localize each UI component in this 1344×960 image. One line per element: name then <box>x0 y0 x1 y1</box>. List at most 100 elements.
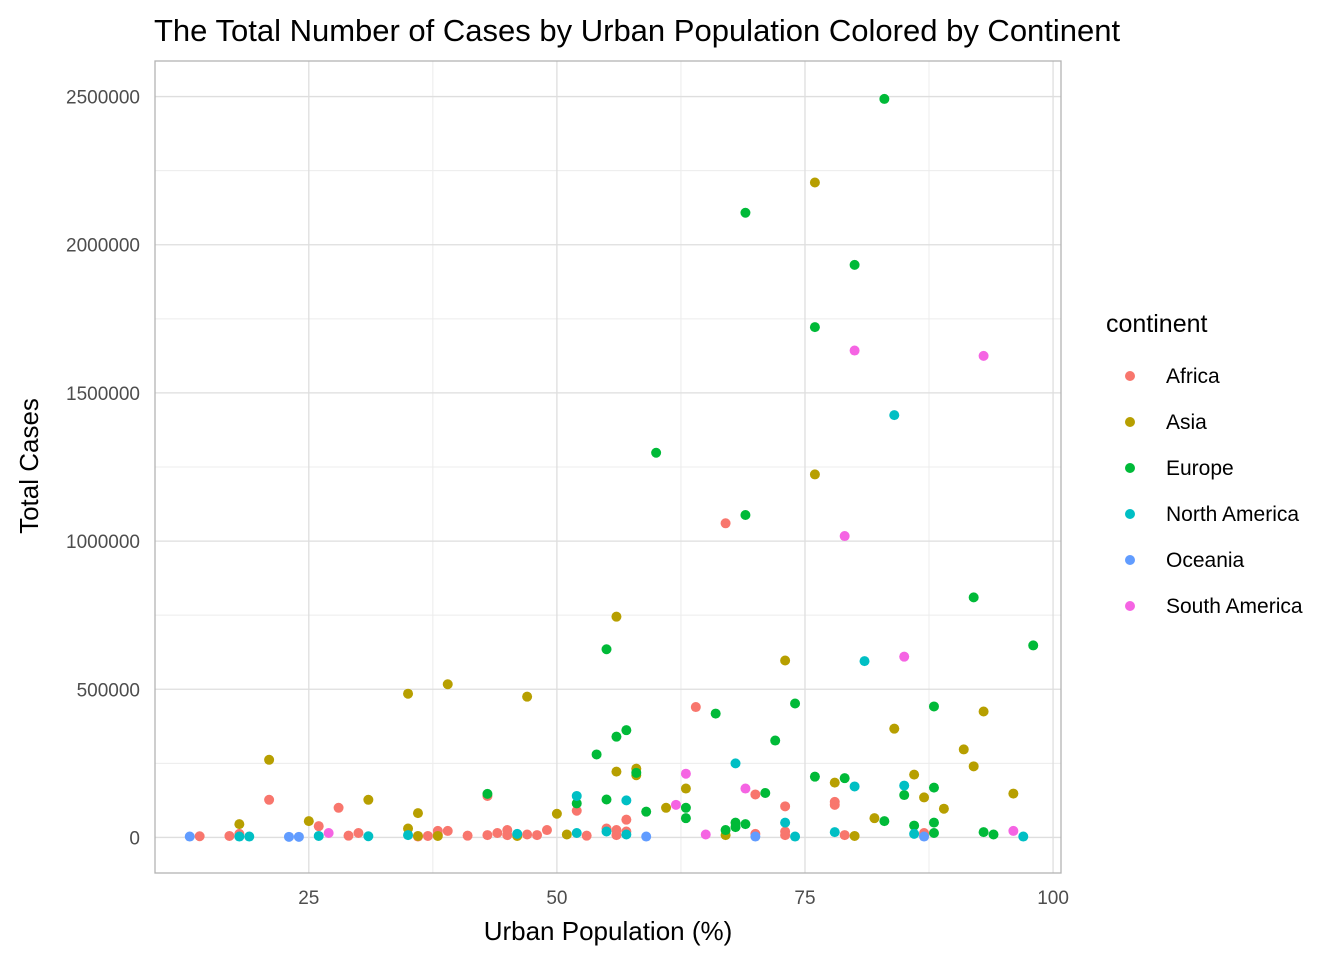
point-africa <box>581 830 592 841</box>
point-north-america <box>234 831 245 842</box>
chart-title: The Total Number of Cases by Urban Popul… <box>154 13 1121 48</box>
legend-label-europe: Europe <box>1166 457 1234 480</box>
data-points <box>184 93 1039 842</box>
point-asia <box>829 777 840 788</box>
point-north-america <box>601 826 612 837</box>
panel-border <box>154 60 1062 874</box>
point-north-america <box>889 410 900 421</box>
point-oceania <box>919 831 930 842</box>
y-tick-label: 1000000 <box>66 532 140 553</box>
point-africa <box>264 794 275 805</box>
point-europe <box>909 820 920 831</box>
point-europe <box>928 827 939 838</box>
point-north-america <box>621 829 632 840</box>
point-oceania <box>641 831 652 842</box>
point-north-america <box>403 830 414 841</box>
point-europe <box>839 773 850 784</box>
point-asia <box>561 829 572 840</box>
point-north-america <box>571 827 582 838</box>
point-asia <box>522 691 533 702</box>
point-asia <box>809 469 820 480</box>
point-europe <box>928 782 939 793</box>
point-africa <box>750 789 761 800</box>
point-asia <box>849 830 860 841</box>
point-asia <box>919 792 930 803</box>
point-africa <box>343 830 354 841</box>
point-europe <box>730 822 741 833</box>
point-north-america <box>909 828 920 839</box>
point-north-america <box>244 831 255 842</box>
point-asia <box>611 766 622 777</box>
point-asia <box>412 830 423 841</box>
point-europe <box>631 767 642 778</box>
point-asia <box>412 808 423 819</box>
point-oceania <box>750 831 761 842</box>
x-tick-label: 50 <box>546 888 567 909</box>
point-south-america <box>899 651 910 662</box>
point-africa <box>690 702 701 713</box>
point-africa <box>492 827 503 838</box>
legend-label-asia: Asia <box>1166 411 1207 434</box>
y-axis-title: Total Cases <box>14 398 44 534</box>
point-africa <box>482 830 493 841</box>
x-tick-label: 75 <box>794 888 815 909</box>
point-south-america <box>680 768 691 779</box>
point-north-america <box>899 780 910 791</box>
point-africa <box>829 796 840 807</box>
point-asia <box>968 761 979 772</box>
legend-label-south-america: South America <box>1166 595 1303 618</box>
point-africa <box>532 830 543 841</box>
point-africa <box>780 801 791 812</box>
grid <box>155 61 1061 873</box>
y-tick-label: 500000 <box>77 680 140 701</box>
x-axis-title: Urban Population (%) <box>484 916 733 946</box>
x-axis-ticks: 25 50 75 100 <box>298 888 1069 909</box>
point-europe <box>879 93 890 104</box>
point-asia <box>938 803 949 814</box>
legend-key-asia <box>1125 417 1135 427</box>
point-asia <box>442 679 453 690</box>
point-europe <box>601 644 612 655</box>
point-africa <box>313 821 324 832</box>
point-africa <box>611 830 622 841</box>
point-europe <box>978 827 989 838</box>
x-tick-label: 100 <box>1037 888 1069 909</box>
point-europe <box>651 447 662 458</box>
point-africa <box>839 830 850 841</box>
point-africa <box>353 827 364 838</box>
legend-key-europe <box>1125 463 1135 473</box>
point-north-america <box>621 795 632 806</box>
point-south-america <box>839 531 850 542</box>
point-north-america <box>859 656 870 667</box>
point-asia <box>780 655 791 666</box>
point-africa <box>224 830 235 841</box>
point-south-america <box>740 783 751 794</box>
point-africa <box>333 802 344 813</box>
point-asia <box>432 830 443 841</box>
point-south-america <box>323 827 334 838</box>
point-north-america <box>363 831 374 842</box>
point-asia <box>661 802 672 813</box>
point-europe <box>928 817 939 828</box>
point-africa <box>720 518 731 529</box>
point-europe <box>740 207 751 218</box>
point-africa <box>462 830 473 841</box>
y-axis-ticks: 0 500000 1000000 1500000 2000000 2500000 <box>66 88 140 850</box>
point-south-america <box>849 345 860 356</box>
point-asia <box>680 783 691 794</box>
point-europe <box>879 816 890 827</box>
point-north-america <box>849 781 860 792</box>
point-south-america <box>700 829 711 840</box>
point-africa <box>621 814 632 825</box>
point-asia <box>809 177 820 188</box>
point-south-america <box>1008 825 1019 836</box>
point-europe <box>899 790 910 801</box>
point-asia <box>958 744 969 755</box>
point-africa <box>502 830 513 841</box>
point-south-america <box>670 799 681 810</box>
point-africa <box>780 830 791 841</box>
legend-label-oceania: Oceania <box>1166 549 1245 572</box>
legend-key-africa <box>1125 371 1135 381</box>
point-north-america <box>829 827 840 838</box>
